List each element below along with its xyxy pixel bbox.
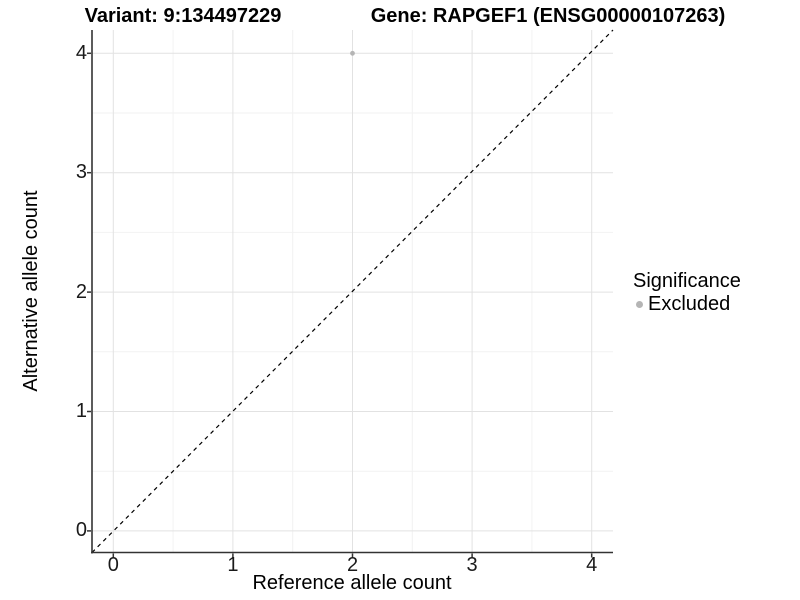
y-tick-label: 1 [75, 400, 87, 422]
data-point [350, 50, 355, 56]
gene-title: Gene: RAPGEF1 (ENSG00000107263) [370, 5, 726, 27]
legend: Significance Excluded [633, 270, 741, 316]
legend-item: Excluded [633, 293, 741, 316]
legend-point-icon [636, 301, 643, 308]
y-tick-label: 2 [75, 280, 87, 303]
legend-items: Excluded [633, 293, 741, 316]
x-tick-label: 0 [107, 554, 119, 576]
x-tick-label: 4 [586, 554, 598, 576]
x-axis-title: Reference allele count [252, 572, 452, 594]
x-tick-label: 2 [346, 554, 359, 576]
y-tick-label: 0 [75, 519, 87, 542]
x-tick-label: 1 [227, 554, 239, 576]
identity-reference-line [91, 29, 614, 553]
x-tick-label: 3 [466, 554, 478, 576]
legend-item-label: Excluded [648, 293, 731, 315]
y-tick-label: 4 [75, 41, 87, 64]
y-tick-label: 3 [75, 161, 87, 184]
y-axis-title: Alternative allele count [20, 190, 42, 392]
variant-title: Variant: 9:134497229 [84, 5, 282, 27]
legend-title: Significance [633, 270, 741, 292]
